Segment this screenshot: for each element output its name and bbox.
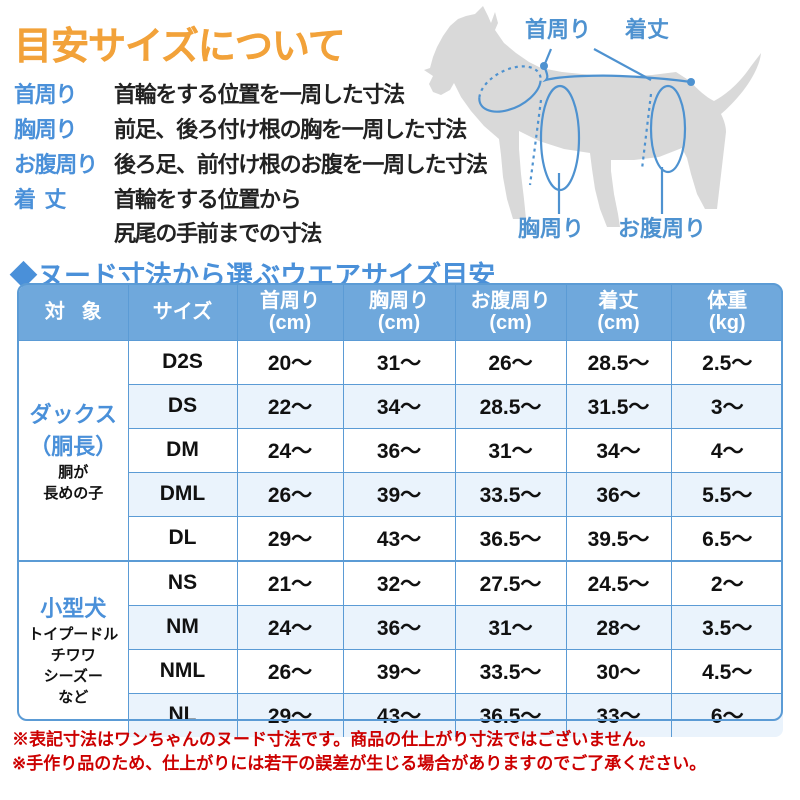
svg-text:お腹周り: お腹周り xyxy=(618,216,706,241)
svg-text:胸周り: 胸周り xyxy=(518,216,584,241)
svg-text:着丈: 着丈 xyxy=(624,17,669,42)
svg-text:首周り: 首周り xyxy=(525,17,591,42)
